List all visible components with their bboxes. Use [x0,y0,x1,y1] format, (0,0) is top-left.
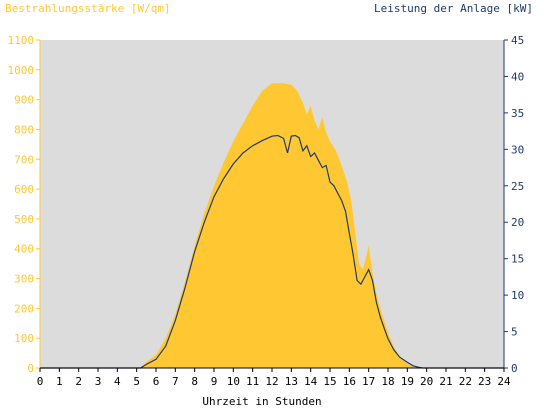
left-tick-label: 0 [27,362,34,375]
right-tick-label: 15 [511,253,524,266]
right-tick-label: 40 [511,70,524,83]
left-tick-label: 900 [14,94,34,107]
left-tick-label: 1100 [8,34,35,47]
right-axis-ticks: 0 5 10 15 20 25 30 35 40 45 [504,34,524,375]
x-tick-label: 20 [420,375,433,388]
x-tick-label: 11 [246,375,259,388]
x-tick-label: 12 [265,375,278,388]
x-tick-label: 2 [75,375,82,388]
left-tick-label: 100 [14,332,34,345]
right-tick-label: 10 [511,289,524,302]
left-tick-label: 700 [14,153,34,166]
x-tick-label: 15 [323,375,336,388]
left-tick-label: 800 [14,123,34,136]
left-axis-title: Bestrahlungsstärke [W/qm] [5,2,171,15]
x-tick-label: 22 [459,375,472,388]
x-tick-label: 7 [172,375,179,388]
irradiance-area [140,83,423,368]
x-tick-label: 14 [304,375,318,388]
x-tick-label: 17 [362,375,375,388]
x-tick-label: 4 [114,375,121,388]
right-tick-label: 35 [511,107,524,120]
x-tick-label: 24 [497,375,511,388]
x-tick-label: 10 [227,375,240,388]
left-axis-ticks: 0 100 200 300 400 500 600 700 800 900 1000 1100 [8,34,40,375]
left-tick-label: 500 [14,213,34,226]
x-tick-label: 19 [401,375,414,388]
left-tick-label: 1000 [8,64,35,77]
x-tick-label: 16 [343,375,356,388]
left-tick-label: 400 [14,243,34,256]
x-tick-label: 1 [56,375,63,388]
x-tick-label: 18 [381,375,394,388]
x-tick-label: 9 [211,375,218,388]
power-line [40,134,504,369]
left-tick-label: 200 [14,302,34,315]
x-axis-ticks: 0 1 2 3 4 5 6 7 8 9 10 11 12 13 14 15 16 17 18 19 20 21 22 23 24 [37,368,511,388]
x-tick-label: 23 [478,375,491,388]
right-tick-label: 20 [511,216,524,229]
right-tick-label: 0 [511,362,518,375]
irradiance-series [140,83,423,368]
x-tick-label: 8 [191,375,198,388]
right-tick-label: 30 [511,143,524,156]
left-tick-label: 300 [14,273,34,286]
x-tick-label: 5 [133,375,140,388]
x-tick-label: 13 [285,375,298,388]
power-series [40,134,504,369]
x-tick-label: 6 [153,375,160,388]
x-tick-label: 0 [37,375,44,388]
right-tick-label: 45 [511,34,524,47]
right-axis-title: Leistung der Anlage [kW] [374,2,533,15]
x-axis-title: Uhrzeit in Stunden [202,395,321,408]
left-tick-label: 600 [14,183,34,196]
right-tick-label: 5 [511,326,518,339]
right-tick-label: 25 [511,180,524,193]
x-tick-label: 21 [439,375,452,388]
x-tick-label: 3 [95,375,102,388]
